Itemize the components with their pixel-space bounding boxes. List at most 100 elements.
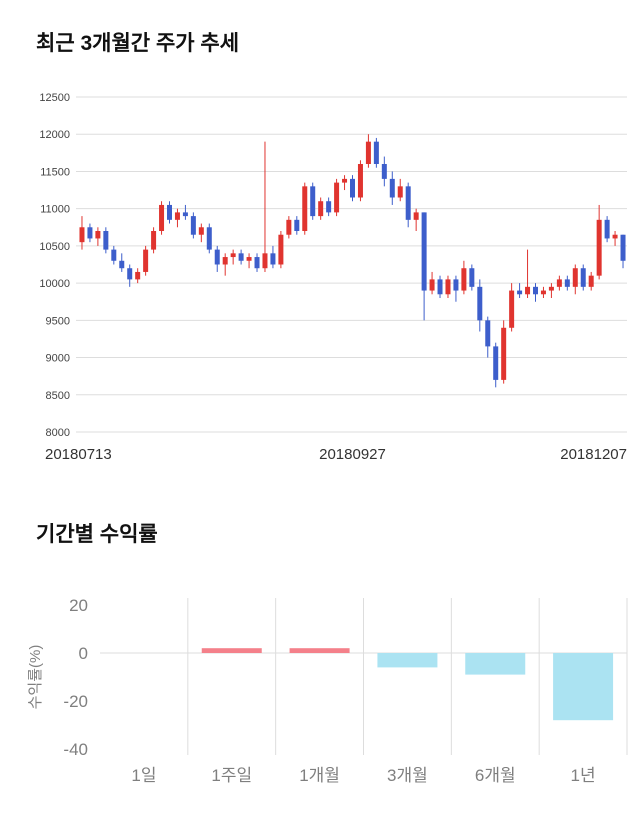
price-chart-title: 최근 3개월간 주가 추세 — [36, 32, 240, 55]
x-axis-tick: 6개월 — [475, 766, 516, 785]
candle-body — [588, 275, 594, 287]
y-axis-tick: 8000 — [46, 427, 70, 439]
candle-body — [278, 234, 284, 265]
y-axis-tick: -20 — [63, 692, 88, 711]
candle-body — [286, 219, 292, 235]
y-axis-tick: 10500 — [39, 241, 70, 253]
candle-body — [580, 268, 586, 287]
return-bar — [465, 653, 526, 675]
x-axis-tick: 1주일 — [211, 766, 252, 785]
candlestick-svg: 12500 12000 11500 11000 10500 10000 9500 9000 85… — [39, 92, 627, 463]
candle-body — [421, 212, 427, 291]
x-axis-tick: 1년 — [571, 766, 596, 785]
candle-body — [397, 186, 403, 198]
candle-body — [294, 219, 300, 231]
candle-body — [350, 178, 355, 198]
y-axis-tick: 12000 — [39, 129, 70, 141]
candle-body — [270, 253, 276, 265]
candle-body — [167, 204, 172, 220]
candle-body — [525, 286, 531, 295]
y-axis-tick: 9000 — [46, 353, 70, 365]
candle-body — [135, 271, 141, 280]
candle-body — [254, 257, 260, 269]
candle-body — [381, 164, 387, 179]
returns-chart-title: 기간별 수익률 — [36, 523, 158, 546]
candle-body — [445, 279, 451, 295]
y-axis-tick: 0 — [79, 644, 88, 663]
candle-body — [453, 279, 459, 291]
y-axis-tick: 8500 — [46, 390, 70, 402]
y-axis-tick: 10000 — [39, 278, 70, 290]
x-axis-tick: 3개월 — [387, 766, 428, 785]
return-bar — [289, 648, 350, 653]
x-axis-tick: 1일 — [131, 766, 156, 785]
returns-bar-chart: 20 0 -20 -40 수익률(%) 1일 1주일 1개월 3개월 6개월 1년 — [0, 585, 640, 810]
y-axis-tick: 20 — [69, 596, 88, 615]
candle-body — [548, 286, 554, 291]
candle-body — [206, 227, 212, 250]
candle-body — [564, 279, 570, 287]
candle-body — [318, 201, 324, 217]
y-axis-tick: 11500 — [40, 166, 70, 178]
candle-body — [143, 249, 149, 272]
y-axis-tick: 11000 — [40, 204, 70, 216]
candle-body — [620, 234, 626, 261]
candle-body — [79, 227, 85, 243]
x-axis-tick: 20180927 — [319, 446, 386, 463]
candle-body — [174, 212, 180, 220]
candle-body — [437, 279, 443, 295]
candle-body — [429, 279, 435, 291]
candle-body — [230, 253, 236, 258]
candle-body — [405, 186, 411, 220]
candle-body — [342, 178, 348, 183]
candle-body — [509, 290, 515, 328]
candle-body — [127, 268, 133, 280]
candle-body — [310, 186, 316, 217]
candle-body — [151, 231, 157, 250]
candle-body — [246, 257, 252, 261]
candle-body — [373, 141, 379, 164]
candle-body — [556, 279, 562, 287]
candle-body — [493, 346, 499, 380]
candle-body — [119, 260, 125, 269]
candle-body — [182, 212, 188, 217]
return-bar — [553, 653, 614, 721]
candle-body — [365, 141, 371, 164]
candle-body — [111, 249, 117, 261]
candle-body — [389, 178, 395, 198]
x-axis-tick: 20180713 — [45, 446, 112, 463]
candle-body — [604, 219, 610, 239]
candle-body — [238, 253, 244, 261]
return-bar — [377, 653, 438, 668]
candle-body — [413, 212, 419, 220]
candle-body — [198, 227, 204, 235]
candle-body — [540, 290, 546, 295]
candle-body — [87, 227, 93, 239]
candle-body — [190, 216, 196, 235]
y-axis-tick: -40 — [63, 740, 88, 759]
return-bar — [201, 648, 262, 653]
y-axis-tick: 9500 — [46, 315, 70, 327]
y-axis-label: 수익률(%) — [27, 645, 44, 710]
candle-body — [485, 320, 491, 347]
candle-body — [103, 231, 109, 250]
candle-body — [596, 219, 602, 276]
candle-body — [501, 327, 507, 380]
candle-body — [572, 268, 578, 287]
candle-body — [326, 201, 332, 213]
candle-body — [477, 286, 483, 321]
candle-body — [222, 257, 228, 265]
returns-svg: 20 0 -20 -40 수익률(%) 1일 1주일 1개월 3개월 6개월 1년 — [27, 596, 628, 785]
candle-body — [214, 249, 220, 265]
candle-body — [95, 231, 101, 239]
y-axis-tick: 12500 — [39, 92, 70, 104]
candle-body — [302, 186, 308, 231]
x-axis-tick: 20181207 — [560, 446, 627, 463]
candle-body — [533, 286, 538, 295]
candle-body — [612, 234, 618, 239]
candle-body — [159, 204, 165, 231]
price-candlestick-chart: 12500 12000 11500 11000 10500 10000 9500 9000 85… — [0, 85, 640, 465]
candle-body — [461, 268, 467, 291]
candle-body — [357, 164, 363, 198]
candle-body — [517, 290, 523, 295]
